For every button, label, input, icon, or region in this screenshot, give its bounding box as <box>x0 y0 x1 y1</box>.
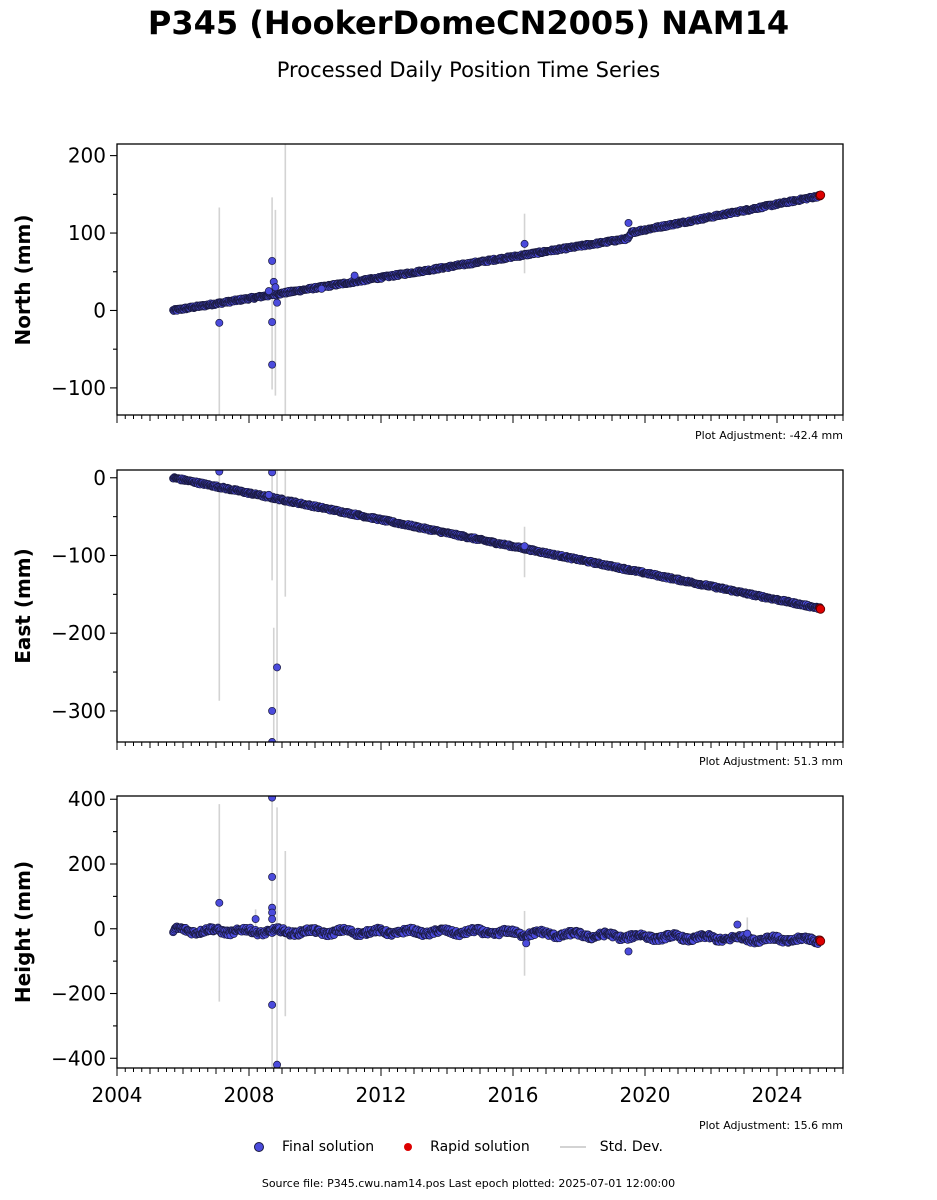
y-tick-label: 0 <box>93 298 106 322</box>
outlier-point <box>264 287 273 296</box>
panel-3: −400 −200 0 200 400 Height (mm) 2004 2008 2012 20… <box>11 787 844 1132</box>
plot-area <box>169 470 826 742</box>
rapid-point <box>815 936 826 946</box>
legend-item-std: Std. Dev. <box>559 1139 663 1155</box>
final-solution-series <box>169 191 824 315</box>
outlier-point <box>733 920 742 929</box>
plot-adjustment-label: Plot Adjustment: 15.6 mm <box>699 1119 843 1132</box>
rapid-point <box>815 604 826 614</box>
y-tick-label: 200 <box>68 144 106 168</box>
outlier-point <box>215 898 224 907</box>
outlier-point <box>264 490 273 499</box>
outlier-point <box>268 256 277 265</box>
final-solution-marker-icon <box>254 1142 264 1152</box>
panel-frame <box>116 469 844 743</box>
x-tick-label: 2024 <box>752 1083 803 1107</box>
legend-label-final: Final solution <box>282 1139 375 1155</box>
outlier-point <box>520 542 529 551</box>
y-tick-label: 100 <box>68 221 106 245</box>
x-tick-label: 2016 <box>488 1083 539 1107</box>
outlier-point <box>251 915 260 923</box>
y-tick-label: 0 <box>93 917 106 941</box>
plot-area <box>169 796 826 1068</box>
y-tick-label: −200 <box>51 621 106 645</box>
outlier-point <box>268 738 277 742</box>
plot-adjustment-label: Plot Adjustment: -42.4 mm <box>695 429 843 442</box>
y-tick-label: −100 <box>51 543 106 567</box>
y-tick-label: 400 <box>68 787 106 811</box>
outlier-point <box>273 1060 281 1068</box>
y-axis-label: Height (mm) <box>11 861 35 1003</box>
rapid-solution-marker-icon <box>404 1143 413 1151</box>
legend-label-std: Std. Dev. <box>599 1139 663 1155</box>
final-solution-series <box>169 922 824 948</box>
legend: Final solution Rapid solution Std. Dev. <box>254 1137 693 1157</box>
plot-adjustment-label: Plot Adjustment: 51.3 mm <box>699 755 843 768</box>
outlier-point <box>268 470 277 477</box>
source-note: Source file: P345.cwu.nam14.pos Last epo… <box>261 1177 676 1190</box>
outlier-point <box>624 947 633 956</box>
rapid-point <box>815 190 826 200</box>
outlier-point <box>268 1000 277 1009</box>
panel-2: −300 −200 −100 0 East (mm) Plot Adjustment: 5… <box>11 466 844 768</box>
x-tick-label: 2020 <box>620 1083 671 1107</box>
outlier-point <box>268 360 277 369</box>
outlier-point <box>268 873 277 881</box>
outlier-point <box>317 284 326 293</box>
outlier-point <box>268 915 277 923</box>
plot-area <box>169 144 826 415</box>
y-tick-label: −400 <box>51 1046 106 1070</box>
legend-label-rapid: Rapid solution <box>430 1139 530 1155</box>
outlier-point <box>273 298 281 307</box>
outlier-point <box>215 318 224 327</box>
outlier-point <box>273 663 281 672</box>
y-tick-label: −100 <box>51 376 106 400</box>
legend-item-rapid: Rapid solution <box>404 1139 530 1155</box>
outlier-point <box>520 239 529 248</box>
y-tick-label: −300 <box>51 699 106 723</box>
x-tick-label: 2008 <box>224 1083 275 1107</box>
y-tick-label: −200 <box>51 982 106 1006</box>
outlier-point <box>350 271 359 280</box>
outlier-point <box>215 470 224 476</box>
std-dev-line-icon <box>559 1146 586 1148</box>
y-tick-label: 0 <box>93 466 106 490</box>
y-axis-label: North (mm) <box>11 214 35 345</box>
y-tick-label: 200 <box>68 852 106 876</box>
panel-1: −100 0 100 200 North (mm) Plot Adjustment: -4… <box>11 143 844 442</box>
outlier-point <box>271 283 280 292</box>
legend-item-final: Final solution <box>254 1139 374 1155</box>
chart-subtitle: Processed Daily Position Time Series <box>276 58 661 82</box>
x-tick-label: 2004 <box>92 1083 143 1107</box>
chart-title: P345 (HookerDomeCN2005) NAM14 <box>147 4 790 42</box>
outlier-point <box>522 939 531 948</box>
outlier-point <box>268 706 277 715</box>
outlier-point <box>268 908 277 917</box>
panel-frame <box>116 143 844 416</box>
x-tick-label: 2012 <box>356 1083 407 1107</box>
outlier-point <box>268 796 277 802</box>
outlier-point <box>743 929 752 938</box>
outlier-point <box>624 219 633 227</box>
outlier-point <box>268 318 277 327</box>
y-axis-label: East (mm) <box>11 548 35 664</box>
